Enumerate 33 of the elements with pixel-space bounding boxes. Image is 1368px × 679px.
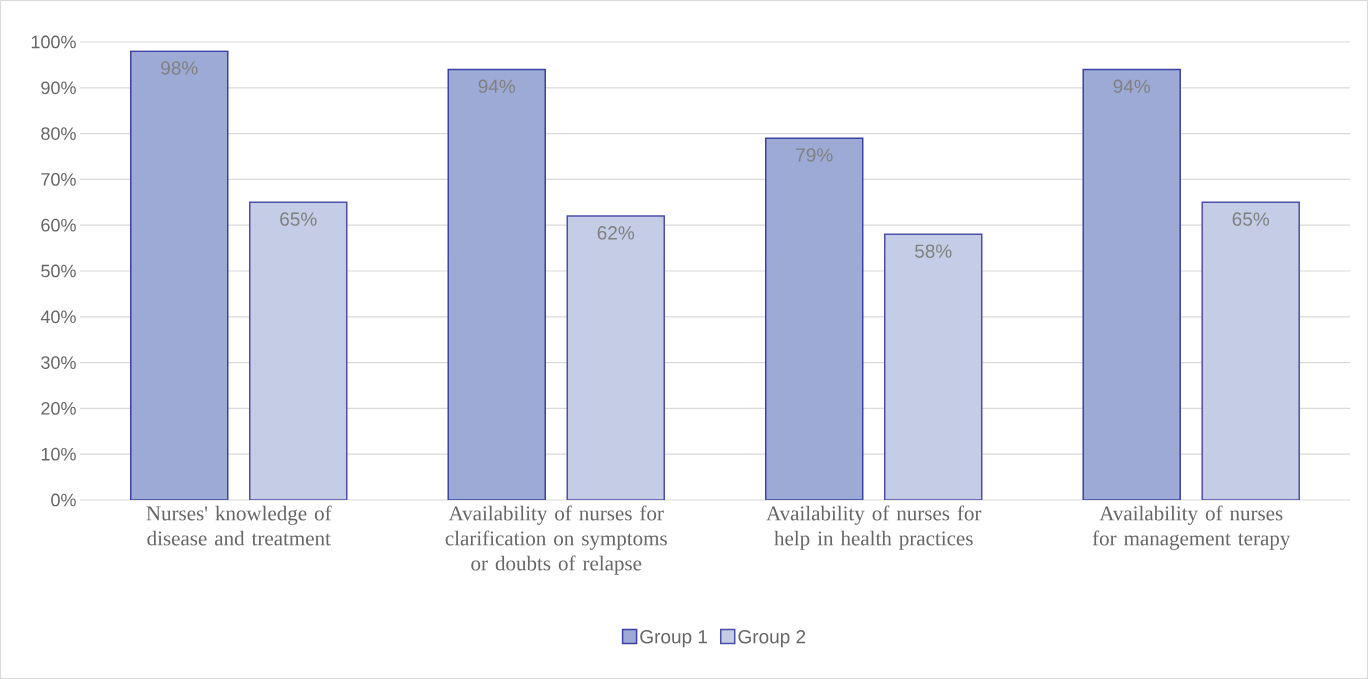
bar bbox=[1082, 68, 1181, 500]
y-tick-label: 20% bbox=[41, 402, 76, 415]
bar bbox=[1201, 201, 1300, 500]
y-tick-label: 10% bbox=[41, 447, 76, 461]
data-label: 94% bbox=[478, 79, 516, 94]
y-tick-label: 80% bbox=[41, 127, 76, 140]
bar bbox=[566, 215, 665, 500]
bar bbox=[130, 50, 229, 500]
data-label: 65% bbox=[280, 212, 317, 226]
y-tick-label: 60% bbox=[41, 218, 76, 232]
data-label: 79% bbox=[796, 148, 833, 162]
data-label: 94% bbox=[1113, 79, 1151, 94]
data-label: 58% bbox=[914, 244, 952, 258]
bar bbox=[249, 201, 348, 500]
bar bbox=[447, 68, 546, 500]
bar bbox=[883, 233, 983, 500]
bar bbox=[764, 137, 864, 500]
legend-label: Group 2 bbox=[738, 630, 806, 648]
x-tick-label: Availability of nurses for management terapy bbox=[1092, 505, 1291, 550]
y-tick-label: 0% bbox=[51, 493, 76, 507]
data-label: 65% bbox=[1232, 212, 1270, 226]
y-tick-label: 100% bbox=[31, 35, 76, 49]
x-tick-label: Availability of nurses for clarification on symptoms or doubts of relapse bbox=[445, 505, 667, 575]
y-tick-label: 90% bbox=[41, 81, 76, 95]
y-tick-label: 70% bbox=[41, 173, 76, 186]
data-label: 98% bbox=[161, 61, 198, 75]
legend-label: Group 1 bbox=[640, 630, 708, 648]
y-tick-label: 30% bbox=[41, 356, 76, 369]
y-tick-label: 40% bbox=[40, 310, 76, 324]
x-tick-label: Nurses' knowledge of disease and treatment bbox=[146, 505, 332, 546]
x-tick-label: Availability of nurses for help in health practices bbox=[766, 505, 982, 550]
data-label: 62% bbox=[597, 226, 635, 240]
y-tick-label: 50% bbox=[41, 264, 76, 278]
